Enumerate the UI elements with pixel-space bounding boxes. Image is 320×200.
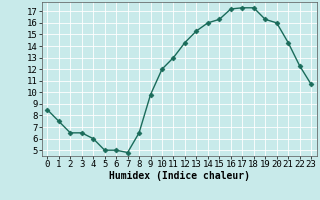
X-axis label: Humidex (Indice chaleur): Humidex (Indice chaleur) (109, 171, 250, 181)
